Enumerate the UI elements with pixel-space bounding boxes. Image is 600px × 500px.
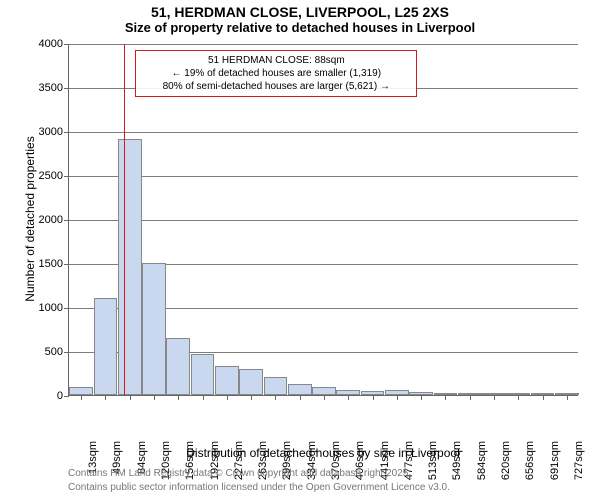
xtick-mark: [130, 395, 131, 400]
ytick-label: 2000: [39, 214, 69, 226]
xtick-mark: [275, 395, 276, 400]
xtick-mark: [203, 395, 204, 400]
ytick-label: 1000: [39, 302, 69, 314]
histogram-bar: [69, 387, 93, 395]
xtick-mark: [178, 395, 179, 400]
xtick-mark: [348, 395, 349, 400]
xtick-mark: [421, 395, 422, 400]
xtick-mark: [154, 395, 155, 400]
xtick-mark: [324, 395, 325, 400]
xtick-mark: [567, 395, 568, 400]
xtick-mark: [227, 395, 228, 400]
xtick-mark: [518, 395, 519, 400]
xtick-mark: [470, 395, 471, 400]
attribution-line-2: Contains public sector information licen…: [68, 482, 450, 493]
xtick-mark: [397, 395, 398, 400]
ytick-label: 3000: [39, 126, 69, 138]
xtick-mark: [300, 395, 301, 400]
histogram-bar: [166, 338, 190, 395]
ytick-label: 4000: [39, 38, 69, 50]
xtick-mark: [105, 395, 106, 400]
x-axis-label: Distribution of detached houses by size …: [68, 446, 578, 460]
ytick-label: 0: [57, 390, 69, 402]
histogram-bar: [312, 387, 336, 395]
xtick-mark: [494, 395, 495, 400]
histogram-bar: [288, 384, 312, 395]
annotation-line: 80% of semi-detached houses are larger (…: [142, 80, 410, 93]
xtick-mark: [81, 395, 82, 400]
annotation-line: ← 19% of detached houses are smaller (1,…: [142, 67, 410, 80]
attribution-line-1: Contains HM Land Registry data © Crown c…: [68, 468, 411, 479]
page-subtitle: Size of property relative to detached ho…: [0, 20, 600, 35]
histogram-bar: [215, 366, 239, 395]
xtick-mark: [445, 395, 446, 400]
xtick-mark: [543, 395, 544, 400]
histogram-bar: [191, 354, 215, 395]
y-axis-label: Number of detached properties: [23, 119, 37, 319]
annotation-line: 51 HERDMAN CLOSE: 88sqm: [142, 54, 410, 67]
chart-plot-area: 0500100015002000250030003500400013sqm49s…: [68, 44, 578, 396]
ytick-label: 500: [45, 346, 69, 358]
xtick-mark: [251, 395, 252, 400]
gridline: [69, 176, 578, 177]
page-title: 51, HERDMAN CLOSE, LIVERPOOL, L25 2XS: [0, 0, 600, 20]
ytick-label: 2500: [39, 170, 69, 182]
histogram-bar: [142, 263, 166, 395]
gridline: [69, 44, 578, 45]
xtick-mark: [373, 395, 374, 400]
gridline: [69, 132, 578, 133]
property-marker-line: [124, 44, 125, 395]
histogram-bar: [94, 298, 118, 395]
histogram-bar: [264, 377, 288, 395]
ytick-label: 3500: [39, 82, 69, 94]
gridline: [69, 220, 578, 221]
ytick-label: 1500: [39, 258, 69, 270]
histogram-bar: [118, 139, 142, 395]
annotation-box: 51 HERDMAN CLOSE: 88sqm← 19% of detached…: [135, 50, 417, 97]
histogram-bar: [239, 369, 263, 395]
